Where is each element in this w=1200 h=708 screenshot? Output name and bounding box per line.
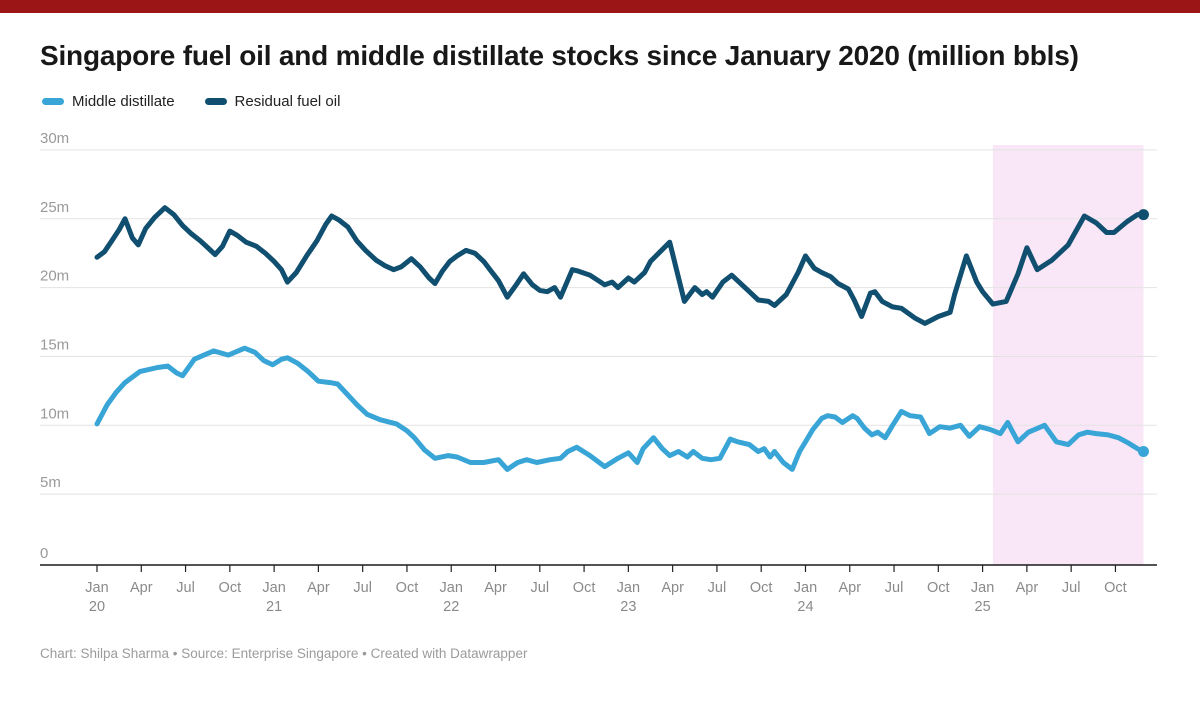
x-axis-label: Jan	[262, 580, 285, 596]
x-axis-year-label: 21	[266, 599, 282, 615]
x-axis-label: Oct	[927, 580, 950, 596]
x-axis-label: Oct	[396, 580, 419, 596]
y-axis-label: 0	[40, 545, 48, 562]
x-axis-label: Jul	[176, 580, 195, 596]
x-axis-label: Oct	[750, 580, 773, 596]
series-line-residual-fuel-oil	[94, 205, 1146, 326]
chart-attribution: Chart: Shilpa Sharma • Source: Enterpris…	[40, 646, 528, 661]
x-axis-label: Jan	[794, 580, 817, 596]
x-axis-label: Apr	[307, 580, 330, 596]
legend-swatch-residual-fuel-oil	[204, 98, 227, 105]
x-axis-label: Jul	[353, 580, 372, 596]
x-axis-label: Apr	[838, 580, 861, 596]
x-axis-label: Jan	[440, 580, 463, 596]
y-axis-label: 15m	[40, 336, 69, 353]
x-axis-label: Jul	[1062, 580, 1081, 596]
highlight-region-2025	[992, 145, 1144, 565]
legend-item-middle-distillate: Middle distillate	[42, 93, 175, 110]
x-axis-label: Oct	[219, 580, 242, 596]
x-axis-label: Jul	[531, 580, 550, 596]
legend-label: Middle distillate	[72, 93, 175, 110]
legend-item-residual-fuel-oil: Residual fuel oil	[204, 93, 341, 110]
x-axis-label: Jan	[971, 580, 994, 596]
y-axis-label: 20m	[40, 268, 69, 285]
x-axis-label: Oct	[1104, 580, 1127, 596]
x-axis-label: Apr	[1016, 580, 1039, 596]
top-red-bar	[0, 0, 1200, 13]
y-axis-label: 5m	[40, 474, 61, 491]
series-end-dot-middle-distillate	[1137, 445, 1149, 457]
x-axis-year-label: 20	[89, 599, 105, 615]
y-axis-label: 30m	[40, 130, 69, 147]
x-axis-label: Apr	[484, 580, 507, 596]
x-axis-year-label: 23	[620, 599, 636, 615]
x-axis-label: Jul	[708, 580, 727, 596]
x-axis-label: Jan	[85, 580, 108, 596]
x-axis-label: Apr	[130, 580, 153, 596]
x-axis-year-label: 22	[443, 599, 459, 615]
x-axis-label: Oct	[573, 580, 596, 596]
x-axis-label: Apr	[661, 580, 684, 596]
series-line-middle-distillate	[94, 345, 1146, 472]
x-axis-label: Jan	[617, 580, 640, 596]
x-axis-year-label: 24	[797, 599, 813, 615]
legend-swatch-middle-distillate	[42, 98, 64, 105]
x-axis-label: Jul	[885, 580, 904, 596]
chart-legend: Middle distillate Residual fuel oil	[42, 93, 340, 110]
x-axis-year-label: 25	[975, 599, 991, 615]
y-axis-label: 10m	[40, 405, 69, 422]
legend-label: Residual fuel oil	[234, 93, 341, 110]
series-end-dot-residual-fuel-oil	[1137, 209, 1149, 221]
chart-title: Singapore fuel oil and middle distillate…	[40, 40, 1079, 71]
y-axis-label: 25m	[40, 199, 69, 216]
